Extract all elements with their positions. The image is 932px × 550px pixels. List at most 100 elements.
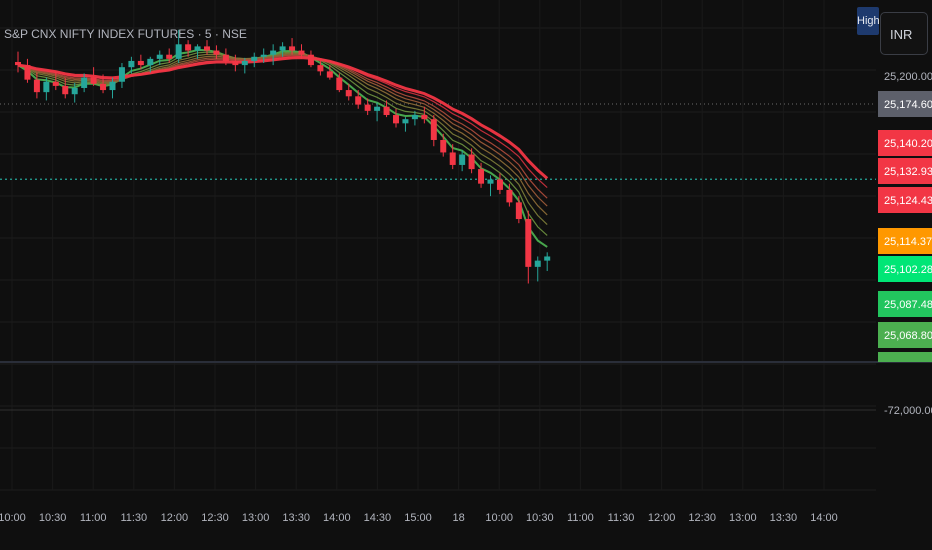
candle-body <box>222 54 229 61</box>
price-label: 25,124.43 <box>884 195 932 207</box>
currency-button[interactable]: INR <box>880 12 928 55</box>
price-label-bg <box>878 256 932 282</box>
x-tick-label: 13:00 <box>729 512 757 524</box>
candle-body <box>166 54 173 59</box>
candlestick-series <box>15 29 551 284</box>
candle-body <box>345 90 352 97</box>
candle-body <box>534 260 541 267</box>
candle-body <box>52 81 59 86</box>
candle-body <box>279 46 286 51</box>
candle-body <box>100 83 107 91</box>
price-label-bg <box>878 291 932 317</box>
price-label-bg <box>878 130 932 156</box>
candle-body <box>468 154 475 170</box>
candle-body <box>496 179 503 190</box>
candle-body <box>118 67 125 82</box>
candle-body <box>15 61 21 66</box>
candle-body <box>298 50 305 55</box>
x-tick-label: 11:00 <box>80 512 107 524</box>
candle-body <box>459 154 466 165</box>
candle-body <box>43 81 50 93</box>
x-tick-label: 18 <box>452 512 464 524</box>
x-tick-label: 12:30 <box>201 512 229 524</box>
candle-body <box>185 44 192 51</box>
candle-body <box>213 50 220 55</box>
candle-body <box>81 77 88 88</box>
x-tick-label: 10:00 <box>0 512 26 524</box>
axes: 10:00 10:30 11:00 11:30 12:00 12:30 13:00 13:30… <box>0 71 932 524</box>
candle-body <box>336 77 343 91</box>
candle-body <box>317 65 324 72</box>
price-label: 25,068.80 <box>884 330 932 342</box>
candle-body <box>421 115 428 120</box>
candle-body <box>478 169 485 184</box>
ema-ribbon <box>17 48 549 248</box>
candle-body <box>62 85 69 95</box>
candle-body <box>204 46 210 51</box>
candle-body <box>326 71 333 78</box>
price-label: 25,132.93 <box>884 166 932 178</box>
candle-body <box>251 56 258 61</box>
candle-body <box>544 256 551 261</box>
candle-body <box>175 44 182 59</box>
candle-body <box>364 104 371 111</box>
candle-body <box>515 202 522 220</box>
candle-body <box>156 54 163 59</box>
candle-body <box>24 65 31 80</box>
x-tick-label: 12:00 <box>648 512 676 524</box>
candle-body <box>33 79 40 93</box>
price-label: 25,102.28 <box>884 264 932 276</box>
price-label-bg <box>878 158 932 184</box>
price-label-bg <box>878 228 932 254</box>
price-label-bg <box>878 187 932 213</box>
candle-body <box>307 54 314 66</box>
candle-body <box>402 119 409 124</box>
price-label: 25,087.48 <box>884 299 932 311</box>
candle-body <box>241 60 248 66</box>
candle-body <box>147 58 154 66</box>
candle-body <box>525 219 532 267</box>
candle-body <box>137 60 144 66</box>
candle-body <box>232 60 239 66</box>
x-tick-label: 10:30 <box>526 512 554 524</box>
x-tick-label: 10:00 <box>485 512 513 524</box>
x-tick-label: 13:00 <box>242 512 270 524</box>
x-tick-label: 10:30 <box>39 512 67 524</box>
candle-body <box>430 119 437 140</box>
price-label: 25,174.60 <box>884 99 932 111</box>
symbol-title: S&P CNX NIFTY INDEX FUTURES · 5 · NSE <box>4 27 247 41</box>
x-tick-label: 14:30 <box>364 512 392 524</box>
x-tick-label: 14:00 <box>323 512 351 524</box>
candle-body <box>440 139 447 153</box>
x-tick-label: 11:00 <box>567 512 594 524</box>
candle-body <box>71 87 78 95</box>
x-tick-label: 12:30 <box>688 512 716 524</box>
price-label: 25,140.20 <box>884 138 932 150</box>
candle-body <box>374 106 381 111</box>
x-tick-label: 11:30 <box>608 512 635 524</box>
x-tick-label: 15:00 <box>404 512 432 524</box>
candle-body <box>260 54 267 57</box>
price-label-bg <box>878 352 932 362</box>
candle-body <box>383 106 390 116</box>
x-tick-label: 14:00 <box>810 512 838 524</box>
candle-body <box>449 152 456 165</box>
candle-body <box>355 96 362 105</box>
x-tick-label: 13:30 <box>770 512 798 524</box>
x-tick-label: 13:30 <box>282 512 310 524</box>
price-tick-label: 25,200.00 <box>884 71 932 83</box>
candle-body <box>506 189 513 203</box>
high-badge[interactable]: High <box>857 7 880 35</box>
candle-body <box>128 60 135 68</box>
candle-body <box>109 81 116 91</box>
candle-body <box>487 179 494 184</box>
candle-body <box>194 46 201 51</box>
candle-body <box>270 50 277 55</box>
price-label-bg <box>878 91 932 117</box>
ema-line <box>17 56 549 180</box>
x-tick-label: 12:00 <box>161 512 189 524</box>
candle-body <box>393 115 399 124</box>
price-label-bg <box>878 322 932 348</box>
x-tick-label: 11:30 <box>120 512 147 524</box>
